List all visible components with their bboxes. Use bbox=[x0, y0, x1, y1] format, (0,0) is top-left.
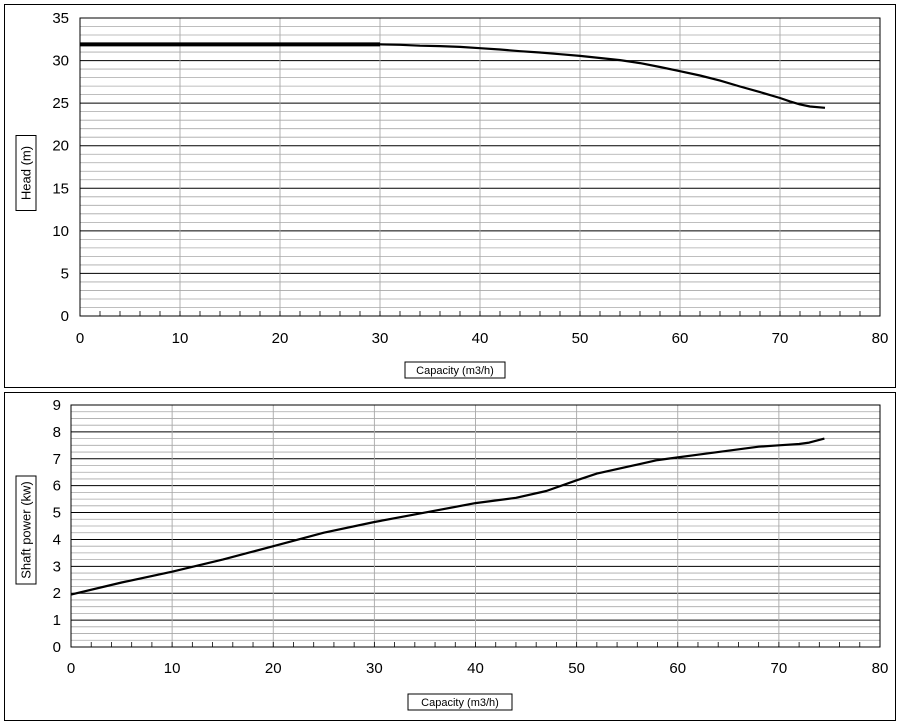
head-chart-panel: 0 5 10 15 20 25 30 35 0 10 20 30 40 50 60 70 80 Capacity … bbox=[4, 4, 896, 388]
x-tick-label: 80 bbox=[872, 660, 889, 677]
x-tick-label: 70 bbox=[772, 330, 789, 347]
head-grid bbox=[79, 17, 881, 317]
y-tick-label: 35 bbox=[52, 10, 69, 27]
x-tick-label: 0 bbox=[76, 330, 84, 347]
x-tick-label: 60 bbox=[669, 660, 686, 677]
y-tick-label: 8 bbox=[53, 424, 61, 441]
svg-text:Capacity (m3/h): Capacity (m3/h) bbox=[416, 365, 494, 377]
y-tick-label: 1 bbox=[53, 612, 61, 629]
shaft-power-chart-panel: 0 1 2 3 4 5 6 7 8 9 0 10 20 30 40 50 60 70 80 Capacity (m3/… bbox=[4, 392, 896, 721]
y-tick-label: 9 bbox=[53, 397, 61, 414]
y-tick-label: 2 bbox=[53, 585, 61, 602]
y-tick-label: 30 bbox=[52, 53, 69, 70]
x-tick-label: 40 bbox=[472, 330, 489, 347]
y-tick-label: 10 bbox=[52, 223, 69, 240]
head-curve bbox=[80, 43, 826, 109]
svg-text:Shaft power (kw): Shaft power (kw) bbox=[19, 481, 34, 579]
y-tick-label: 7 bbox=[53, 451, 61, 468]
power-grid bbox=[70, 404, 881, 648]
y-tick-label: 6 bbox=[53, 478, 61, 495]
x-tick-label: 80 bbox=[872, 330, 889, 347]
x-tick-label: 20 bbox=[265, 660, 282, 677]
x-tick-label: 20 bbox=[272, 330, 289, 347]
power-y-axis-label: Shaft power (kw) bbox=[15, 475, 37, 585]
y-tick-label: 15 bbox=[52, 180, 69, 197]
y-tick-label: 5 bbox=[61, 265, 69, 282]
x-tick-label: 50 bbox=[568, 660, 585, 677]
x-tick-label: 0 bbox=[67, 660, 75, 677]
x-tick-label: 30 bbox=[366, 660, 383, 677]
head-y-axis-label: Head (m) bbox=[15, 135, 37, 211]
y-tick-label: 5 bbox=[53, 505, 61, 522]
x-tick-label: 30 bbox=[372, 330, 389, 347]
x-tick-label: 50 bbox=[572, 330, 589, 347]
x-tick-label: 10 bbox=[164, 660, 181, 677]
y-tick-label: 4 bbox=[53, 531, 61, 548]
x-tick-label: 70 bbox=[771, 660, 788, 677]
head-x-axis-label: Capacity (m3/h) bbox=[404, 361, 506, 379]
svg-text:Head (m): Head (m) bbox=[19, 146, 34, 200]
power-x-axis-label: Capacity (m3/h) bbox=[407, 693, 513, 711]
y-tick-label: 3 bbox=[53, 558, 61, 575]
y-tick-label: 0 bbox=[61, 308, 69, 325]
x-tick-label: 10 bbox=[172, 330, 189, 347]
svg-text:Capacity (m3/h): Capacity (m3/h) bbox=[421, 697, 499, 709]
y-tick-label: 25 bbox=[52, 95, 69, 112]
power-plot-frame bbox=[70, 404, 881, 648]
y-tick-label: 0 bbox=[53, 639, 61, 656]
head-plot-frame bbox=[79, 17, 881, 317]
x-tick-label: 40 bbox=[467, 660, 484, 677]
x-tick-label: 60 bbox=[672, 330, 689, 347]
shaft-power-chart: 0 1 2 3 4 5 6 7 8 9 0 10 20 30 40 50 60 70 80 Capacity (m3/… bbox=[15, 397, 889, 711]
power-curve bbox=[70, 437, 825, 596]
head-chart: 0 5 10 15 20 25 30 35 0 10 20 30 40 50 60 70 80 Capacity … bbox=[15, 10, 889, 379]
y-tick-label: 20 bbox=[52, 138, 69, 155]
